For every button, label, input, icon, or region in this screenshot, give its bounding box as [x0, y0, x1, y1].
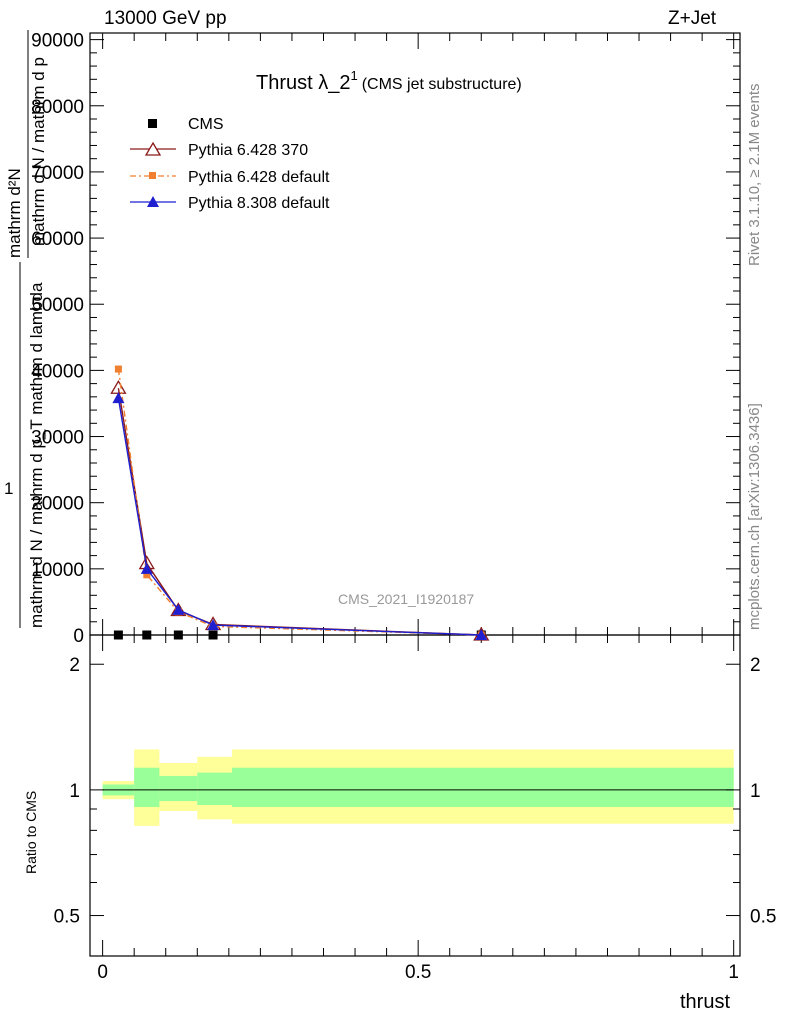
- plot-title: Thrust λ_21(CMS jet substructure): [256, 68, 522, 94]
- point-pythia-6-428-default: [114, 365, 122, 373]
- y-axis-label-ratio: Ratio to CMS: [23, 791, 39, 874]
- point-pythia-8-308-default: [172, 603, 185, 615]
- header-left: 13000 GeV pp: [104, 8, 227, 29]
- legend-label-pythia8-default: Pythia 8.308 default: [188, 195, 330, 212]
- legend-marker-pythia6-default: [149, 172, 156, 179]
- x-tick-label: 1: [728, 962, 739, 983]
- point-pythia-8-308-default: [475, 629, 488, 640]
- legend-marker-pythia8-default: [147, 196, 159, 207]
- ratio-uncertainty-bands: [102, 749, 734, 826]
- point-pythia-6-428-370: [110, 379, 127, 394]
- y-axis-label-main-lower: mathrm d N / mathrm d p_T mathrm d lambd…: [27, 282, 46, 628]
- main-y-tick-label: 50000: [31, 295, 84, 316]
- point-cms: [208, 630, 218, 640]
- ratio-y-tick-label-right: 0.5: [750, 907, 776, 928]
- main-y-tick-label: 80000: [31, 97, 84, 118]
- x-tick-label: 0.5: [405, 962, 431, 983]
- main-y-tick-label: 20000: [31, 494, 84, 515]
- legend-label-cms: CMS: [188, 116, 224, 133]
- series-layer: [110, 365, 490, 641]
- y-axis-label-one: 1: [4, 479, 13, 498]
- x-tick-label: 0: [97, 962, 108, 983]
- point-pythia-8-308-default: [112, 392, 125, 404]
- ratio-plot-frame: [89, 634, 741, 957]
- main-y-tick-label: 30000: [31, 428, 84, 449]
- ratio-band-green-1: [134, 767, 160, 807]
- main-y-tick-label: 0: [73, 626, 84, 647]
- point-cms: [142, 630, 152, 640]
- ratio-y-tick-label: 1: [69, 781, 80, 802]
- axis-ticks: 0 10000 20000 30000 40000 50000 60000 70000 8000…: [31, 31, 776, 983]
- ratio-band-green-2: [159, 775, 198, 802]
- legend-label-pythia6-370: Pythia 6.428 370: [188, 142, 308, 159]
- point-cms: [173, 630, 183, 640]
- main-y-tick-label: 70000: [31, 163, 84, 184]
- point-pythia-6-428-default: [143, 571, 151, 579]
- header-right: Z+Jet: [668, 8, 717, 29]
- legend-label-pythia6-default: Pythia 6.428 default: [188, 169, 330, 186]
- legend-marker-cms: [148, 119, 157, 128]
- ratio-y-tick-label-right: 1: [750, 781, 761, 802]
- y-axis-label-main-bottom: mathrm d N / mathrm d p: [29, 57, 48, 246]
- main-y-tick-label: 90000: [31, 31, 84, 52]
- x-axis-label: thrust: [680, 991, 730, 1013]
- y-axis-label-main-top: mathrm d²N: [5, 168, 24, 258]
- ratio-band-green-4: [231, 767, 734, 807]
- legend: CMS Pythia 6.428 370 Pythia 6.428 defaul…: [130, 116, 330, 212]
- main-y-tick-label: 10000: [31, 560, 84, 581]
- ratio-y-tick-label: 2: [69, 655, 80, 676]
- main-y-tick-label: 60000: [31, 229, 84, 250]
- ratio-y-tick-label: 0.5: [54, 907, 80, 928]
- ratio-band-green-3: [197, 772, 232, 806]
- legend-marker-pythia6-370: [144, 141, 162, 156]
- point-pythia-8-308-default: [140, 562, 153, 574]
- main-y-tick-label: 40000: [31, 361, 84, 382]
- point-pythia-8-308-default: [207, 619, 220, 631]
- watermark: CMS_2021_I1920187: [338, 591, 474, 607]
- point-cms: [113, 630, 123, 640]
- ratio-y-tick-label-right: 2: [750, 655, 761, 676]
